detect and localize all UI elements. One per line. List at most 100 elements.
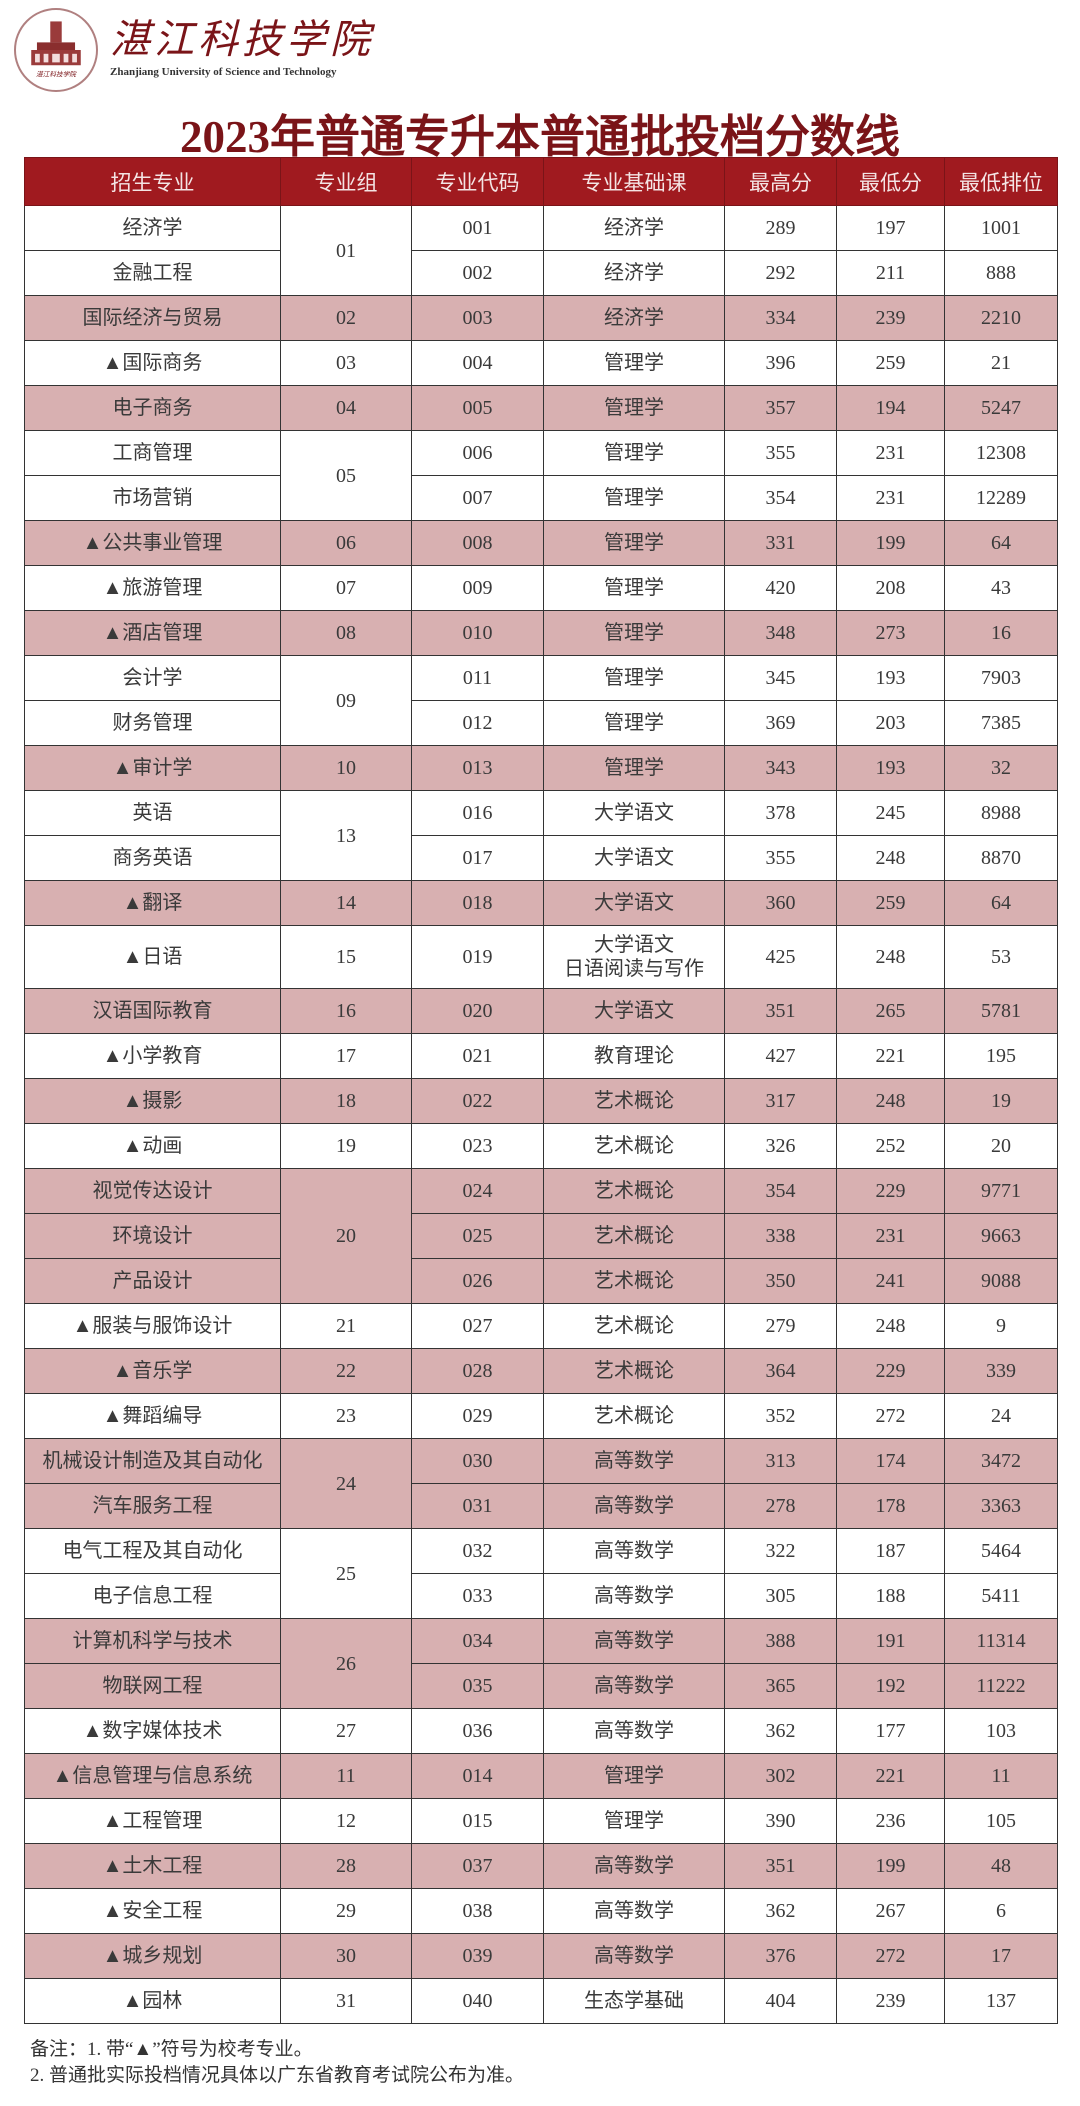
table-row: ▲园林 31 040 生态学基础 404 239 137 [24,1978,1058,2024]
course-cell: 艺术概论 [543,1348,725,1394]
table-row: ▲翻译 14 018 大学语文 360 259 64 [24,880,1058,926]
min-score-cell: 248 [836,925,945,989]
major-cell: 电气工程及其自动化 [24,1528,281,1574]
table-row: ▲小学教育 17 021 教育理论 427 221 195 [24,1033,1058,1079]
min-score-cell: 221 [836,1033,945,1079]
code-cell: 005 [411,385,544,431]
max-score-cell: 420 [724,565,837,611]
min-rank-cell: 888 [944,250,1058,296]
min-score-cell: 194 [836,385,945,431]
major-cell: ▲公共事业管理 [24,520,281,566]
min-rank-cell: 24 [944,1393,1058,1439]
column-header: 最低排位 [944,157,1058,206]
max-score-cell: 396 [724,340,837,386]
code-cell: 033 [411,1573,544,1619]
code-cell: 030 [411,1438,544,1484]
group-cell: 10 [280,745,412,791]
code-cell: 012 [411,700,544,746]
max-score-cell: 343 [724,745,837,791]
min-score-cell: 236 [836,1798,945,1844]
course-cell: 高等数学 [543,1573,725,1619]
code-cell: 023 [411,1123,544,1169]
max-score-cell: 390 [724,1798,837,1844]
column-header: 招生专业 [24,157,281,206]
course-cell: 高等数学 [543,1663,725,1709]
group-cell: 14 [280,880,412,926]
course-cell: 管理学 [543,430,725,476]
course-cell: 管理学 [543,700,725,746]
min-rank-cell: 21 [944,340,1058,386]
major-cell: ▲翻译 [24,880,281,926]
course-cell: 艺术概论 [543,1123,725,1169]
max-score-cell: 345 [724,655,837,701]
group-cell: 17 [280,1033,412,1079]
major-cell: ▲国际商务 [24,340,281,386]
course-cell: 管理学 [543,745,725,791]
code-cell: 036 [411,1708,544,1754]
max-score-cell: 378 [724,790,837,836]
code-cell: 035 [411,1663,544,1709]
table-row: 商务英语 017 大学语文 355 248 8870 [24,835,1058,881]
table-row: ▲城乡规划 30 039 高等数学 376 272 17 [24,1933,1058,1979]
column-header: 专业代码 [411,157,544,206]
min-score-cell: 211 [836,250,945,296]
max-score-cell: 388 [724,1618,837,1664]
max-score-cell: 338 [724,1213,837,1259]
course-cell: 管理学 [543,565,725,611]
course-cell: 艺术概论 [543,1168,725,1214]
course-cell: 艺术概论 [543,1303,725,1349]
course-cell: 艺术概论 [543,1393,725,1439]
code-cell: 034 [411,1618,544,1664]
course-cell: 高等数学 [543,1618,725,1664]
major-cell: 财务管理 [24,700,281,746]
min-rank-cell: 1001 [944,205,1058,251]
code-cell: 022 [411,1078,544,1124]
min-score-cell: 272 [836,1393,945,1439]
course-cell: 经济学 [543,250,725,296]
university-seal-logo: 湛江科技学院 [14,8,98,92]
score-table: 招生专业 专业组 专业代码 专业基础课 最高分 最低分 最低排位 经济学 01 001 经济学 28… [24,157,1058,2024]
min-score-cell: 248 [836,835,945,881]
table-row: ▲土木工程 28 037 高等数学 351 199 48 [24,1843,1058,1889]
max-score-cell: 362 [724,1888,837,1934]
major-cell: 经济学 [24,205,281,251]
course-cell: 大学语文 [543,988,725,1034]
min-rank-cell: 5411 [944,1573,1058,1619]
major-cell: 物联网工程 [24,1663,281,1709]
course-cell: 管理学 [543,520,725,566]
group-cell: 02 [280,295,412,341]
code-cell: 015 [411,1798,544,1844]
table-row: 金融工程 002 经济学 292 211 888 [24,250,1058,296]
major-cell: 机械设计制造及其自动化 [24,1438,281,1484]
table-row: 市场营销 007 管理学 354 231 12289 [24,475,1058,521]
min-score-cell: 174 [836,1438,945,1484]
min-score-cell: 199 [836,1843,945,1889]
min-rank-cell: 195 [944,1033,1058,1079]
table-row: ▲摄影 18 022 艺术概论 317 248 19 [24,1078,1058,1124]
min-score-cell: 192 [836,1663,945,1709]
min-rank-cell: 9771 [944,1168,1058,1214]
min-score-cell: 193 [836,745,945,791]
max-score-cell: 425 [724,925,837,989]
min-score-cell: 241 [836,1258,945,1304]
min-rank-cell: 11314 [944,1618,1058,1664]
min-score-cell: 178 [836,1483,945,1529]
min-rank-cell: 9663 [944,1213,1058,1259]
max-score-cell: 354 [724,1168,837,1214]
code-cell: 009 [411,565,544,611]
code-cell: 037 [411,1843,544,1889]
min-score-cell: 177 [836,1708,945,1754]
min-score-cell: 231 [836,1213,945,1259]
min-score-cell: 239 [836,1978,945,2024]
min-score-cell: 273 [836,610,945,656]
code-cell: 026 [411,1258,544,1304]
code-cell: 008 [411,520,544,566]
group-cell: 13 [280,790,412,881]
min-rank-cell: 7385 [944,700,1058,746]
min-rank-cell: 5464 [944,1528,1058,1574]
group-cell: 03 [280,340,412,386]
min-rank-cell: 339 [944,1348,1058,1394]
max-score-cell: 292 [724,250,837,296]
group-cell: 18 [280,1078,412,1124]
major-cell: ▲动画 [24,1123,281,1169]
